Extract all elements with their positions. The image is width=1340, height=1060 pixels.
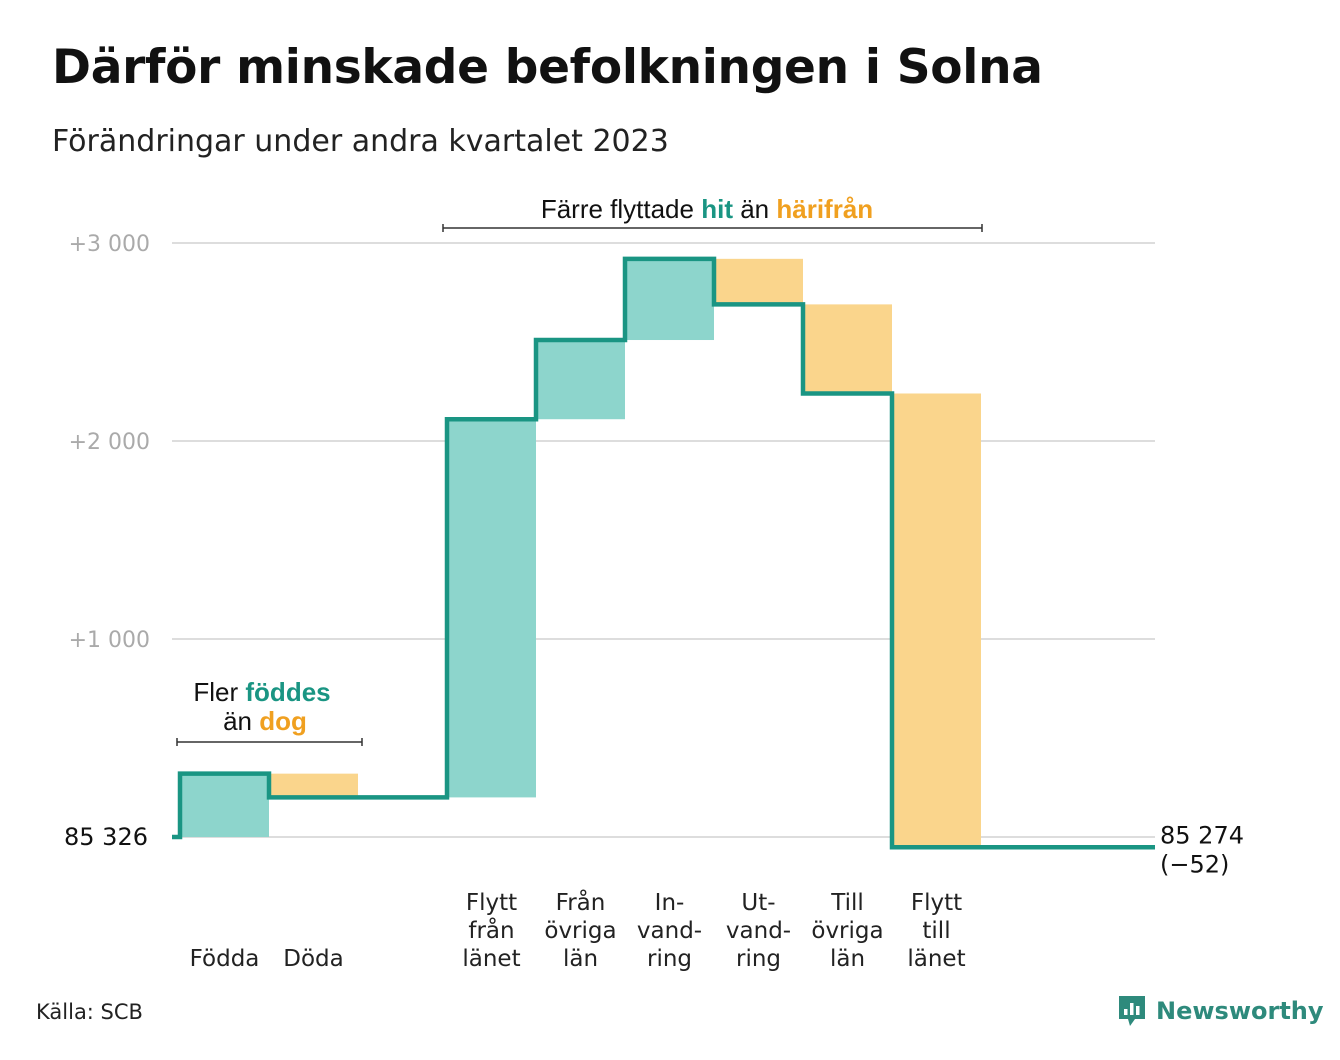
category-label: ring	[647, 946, 692, 972]
change-label: (−52)	[1160, 850, 1229, 878]
births-annotation-line1: Fler föddes	[193, 677, 330, 707]
chart-title: Därför minskade befolkningen i Solna	[52, 40, 1043, 95]
category-label: vand-	[637, 918, 702, 944]
births-annotation-line2: än dog	[223, 706, 307, 736]
y-tick-label: +3 000	[69, 232, 150, 257]
brand-name: Newsworthy	[1156, 997, 1324, 1025]
births-annotation: Fler föddes än dog	[176, 677, 363, 746]
bar-layer	[180, 258, 981, 848]
moves-annotation-highlight: hit	[701, 194, 733, 224]
bar-7	[803, 304, 892, 394]
births-annotation-pre: Fler	[193, 677, 238, 707]
moves-annotation-highlight-2: härifrån	[776, 194, 873, 224]
category-label: Flytt	[466, 890, 517, 916]
births-bracket	[176, 738, 363, 746]
births-annotation-mid: än	[223, 706, 252, 736]
brand-logo: Newsworthy	[1116, 994, 1324, 1028]
moves-annotation: Färre flyttade hit än härifrån	[442, 194, 983, 232]
category-label: Ut-	[741, 890, 775, 916]
category-label: In-	[655, 890, 685, 916]
category-label: Till	[830, 890, 864, 916]
category-label: ring	[736, 946, 781, 972]
bar-6	[714, 258, 803, 305]
line-layer	[172, 256, 1155, 850]
newsworthy-logo-icon	[1119, 996, 1145, 1026]
y-tick-label: +2 000	[69, 430, 150, 455]
baseline-label: 85 326	[64, 823, 148, 851]
source-note: Källa: SCB	[36, 1000, 143, 1024]
category-label: övriga	[811, 918, 883, 944]
category-label: Flytt	[911, 890, 962, 916]
births-annotation-highlight: föddes	[245, 677, 330, 707]
category-label: Döda	[283, 946, 343, 972]
bar-8	[892, 393, 981, 848]
bar-3	[447, 419, 536, 798]
category-label: Från	[556, 888, 606, 916]
category-label: Födda	[190, 946, 260, 972]
y-tick-label: +1 000	[69, 628, 150, 653]
cumulative-step-line	[172, 256, 1155, 850]
bar-5	[625, 258, 714, 341]
category-label: län	[563, 946, 598, 972]
category-label: län	[830, 946, 865, 972]
category-label: länet	[907, 946, 965, 972]
moves-annotation-text: Färre flyttade hit än härifrån	[541, 194, 873, 224]
bar-4	[536, 340, 625, 420]
category-label: vand-	[726, 918, 791, 944]
moves-annotation-pre: Färre flyttade	[541, 194, 694, 224]
category-label: från	[468, 916, 514, 944]
bar-0	[180, 773, 269, 837]
moves-bracket	[442, 224, 983, 232]
category-label: övriga	[544, 918, 616, 944]
category-label: länet	[462, 946, 520, 972]
moves-annotation-mid: än	[740, 194, 769, 224]
bar-1	[269, 773, 358, 798]
end-value-label: 85 274	[1160, 821, 1244, 849]
chart-subtitle: Förändringar under andra kvartalet 2023	[52, 124, 669, 159]
category-label: till	[922, 918, 950, 944]
grid-layer	[172, 242, 1155, 838]
births-annotation-highlight-2: dog	[259, 706, 307, 736]
